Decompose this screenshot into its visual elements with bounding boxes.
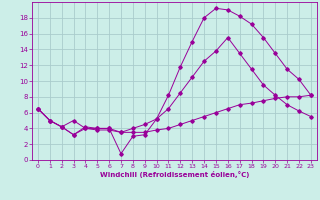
X-axis label: Windchill (Refroidissement éolien,°C): Windchill (Refroidissement éolien,°C) — [100, 171, 249, 178]
